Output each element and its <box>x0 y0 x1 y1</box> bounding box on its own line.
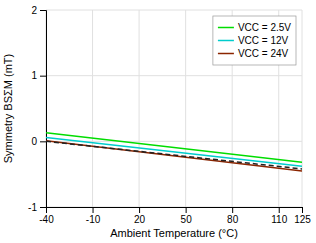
tick-mark <box>186 207 187 213</box>
grid-line-x <box>302 10 303 207</box>
tick-mark <box>40 141 46 142</box>
legend-swatch <box>218 27 234 29</box>
grid-line-y <box>46 75 302 76</box>
tick-mark <box>232 207 233 213</box>
grid-line-x <box>139 10 140 207</box>
x-axis: -40 -10 20 50 80 110 125 <box>39 207 311 225</box>
y-axis: -1 0 1 2 <box>28 5 46 213</box>
y-axis-title: Symmetry BSΣM (mT) <box>2 54 14 163</box>
axis-line <box>40 11 47 208</box>
grid-line-y <box>46 10 302 11</box>
tick: 20 <box>134 207 146 225</box>
grid <box>46 10 302 207</box>
legend-label: VCC = 24V <box>238 48 289 59</box>
tick: 110 <box>271 207 287 225</box>
chart: -40-10205080110125-1012VCC = 2.5VVCC = 1… <box>0 0 316 243</box>
tick-label: 1 <box>31 70 37 81</box>
tick: -40 <box>39 207 54 225</box>
tick: 1 <box>31 70 46 81</box>
tick-mark <box>302 207 303 213</box>
grid-line-x <box>92 10 93 207</box>
tick-label: 50 <box>181 214 193 225</box>
tick-mark <box>93 207 94 213</box>
tick-mark <box>279 207 280 213</box>
legend-frame <box>213 16 296 65</box>
plot-area: -40-10205080110125-1012VCC = 2.5VVCC = 1… <box>28 5 311 225</box>
tick: -10 <box>86 207 101 225</box>
legend-label: VCC = 12V <box>238 35 289 46</box>
tick-mark <box>40 207 46 208</box>
tick-label: -10 <box>86 214 101 225</box>
tick-label: 110 <box>271 214 287 225</box>
tick: 50 <box>181 207 193 225</box>
series-line <box>46 141 302 169</box>
tick-mark <box>40 76 46 77</box>
legend-swatch <box>218 40 234 42</box>
tick-label: 80 <box>227 214 239 225</box>
series-line <box>46 137 302 166</box>
series-line <box>46 133 302 163</box>
tick-label: -40 <box>39 214 54 225</box>
tick-label: 20 <box>134 214 146 225</box>
legend-label: VCC = 2.5V <box>238 22 291 33</box>
x-axis-title: Ambient Temperature (°C) <box>110 227 238 239</box>
tick-mark <box>139 207 140 213</box>
tick: 125 <box>294 207 311 225</box>
lines <box>46 133 302 171</box>
grid-line-x <box>185 10 186 207</box>
tick-label: -1 <box>28 202 37 213</box>
tick-label: 0 <box>31 136 37 147</box>
tick: -1 <box>28 202 46 213</box>
tick: 80 <box>227 207 239 225</box>
legend: VCC = 2.5V VCC = 12V VCC = 24V <box>213 16 296 65</box>
series-line <box>46 141 302 171</box>
tick-label: 125 <box>294 214 311 225</box>
tick: 0 <box>31 136 46 147</box>
legend-swatch <box>218 53 234 55</box>
tick-label: 2 <box>31 5 37 16</box>
tick: 2 <box>31 5 46 16</box>
tick-mark <box>40 10 46 11</box>
axis-line <box>47 208 303 214</box>
